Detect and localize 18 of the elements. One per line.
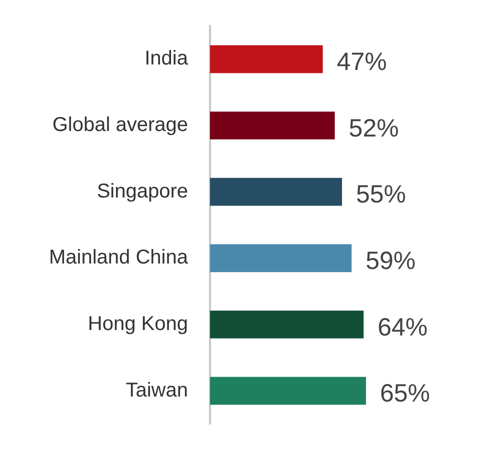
bar <box>210 244 352 272</box>
bar <box>210 376 366 405</box>
bar <box>210 310 364 338</box>
data-label: 47% <box>336 48 387 76</box>
y-tick-label: Global average <box>52 114 188 136</box>
bar <box>210 178 342 206</box>
data-label: 59% <box>366 247 416 276</box>
y-tick-label: Singapore <box>96 180 188 202</box>
y-tick-label: Taiwan <box>126 379 188 402</box>
bar <box>210 112 335 140</box>
y-tick-label: Hong Kong <box>88 313 188 336</box>
data-label: 52% <box>348 114 399 142</box>
data-label: 64% <box>378 313 428 342</box>
data-label: 55% <box>356 180 406 209</box>
data-label: 65% <box>380 380 430 408</box>
bar <box>210 45 323 74</box>
y-tick-label: Mainland China <box>49 246 189 269</box>
y-tick-label: India <box>144 48 189 70</box>
